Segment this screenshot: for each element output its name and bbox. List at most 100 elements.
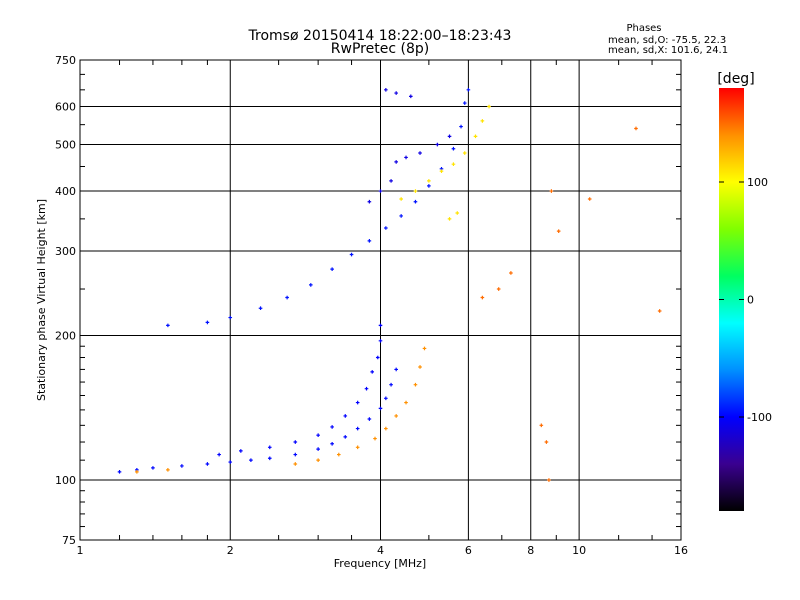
data-point: [330, 425, 334, 429]
data-point: [435, 142, 440, 147]
data-point: [367, 417, 372, 421]
data-point: [337, 452, 341, 457]
data-point: [549, 189, 554, 193]
data-point: [384, 426, 388, 431]
data-point: [394, 414, 398, 418]
data-point: [378, 339, 383, 343]
data-point: [384, 226, 388, 230]
data-point: [205, 320, 210, 325]
data-point: [418, 151, 422, 155]
data-point: [496, 287, 501, 291]
data-point: [422, 346, 427, 351]
data-point: [447, 217, 452, 221]
chart-subtitle: RwPretec (8p): [331, 41, 429, 57]
data-point: [378, 323, 383, 328]
data-point: [316, 433, 320, 437]
data-point: [228, 315, 233, 320]
colorbar-tick-label: 100: [747, 176, 768, 189]
data-point: [657, 309, 662, 313]
data-point: [217, 452, 221, 457]
data-point: [239, 449, 243, 453]
x-axis-label: Frequency [MHz]: [334, 557, 426, 570]
data-point: [413, 382, 418, 387]
data-point: [451, 162, 456, 166]
trace: [399, 104, 491, 221]
data-point: [399, 197, 403, 201]
y-tick-label: 100: [55, 474, 76, 487]
data-point: [249, 458, 253, 462]
data-points: [117, 88, 662, 482]
data-point: [394, 91, 398, 95]
data-point: [267, 445, 272, 450]
x-tick-label: 16: [674, 544, 688, 557]
data-point: [355, 445, 360, 450]
y-tick-label: 600: [55, 101, 76, 114]
trace: [117, 367, 398, 474]
data-point: [394, 160, 398, 164]
trace: [166, 88, 471, 328]
data-point: [285, 295, 289, 300]
data-point: [404, 155, 408, 160]
phase-stats-x: mean, sd,X: 101.6, 24.1: [608, 45, 728, 56]
data-point: [166, 323, 170, 328]
data-point: [330, 267, 334, 271]
data-point: [413, 189, 418, 193]
phase-stats-o: mean, sd,O: -75.5, 22.3: [608, 35, 726, 46]
data-point: [384, 88, 388, 92]
data-point: [378, 406, 383, 411]
y-tick-label: 750: [55, 54, 76, 67]
data-point: [413, 199, 418, 204]
data-point: [466, 88, 471, 92]
trace: [135, 346, 427, 474]
data-point: [308, 283, 313, 287]
data-point: [367, 199, 372, 204]
data-point: [544, 440, 549, 444]
data-point: [343, 414, 348, 418]
data-point: [228, 460, 233, 464]
data-point: [462, 101, 467, 105]
data-point: [480, 295, 485, 300]
data-point: [547, 478, 551, 482]
data-point: [455, 211, 460, 215]
x-tick-label: 1: [77, 544, 84, 557]
data-point: [389, 382, 393, 387]
data-point: [509, 271, 513, 275]
data-point: [427, 184, 431, 188]
x-tick-label: 4: [377, 544, 384, 557]
data-point: [151, 466, 155, 470]
data-point: [384, 396, 388, 401]
data-point: [316, 447, 320, 451]
data-point: [451, 146, 456, 151]
y-tick-label: 300: [55, 245, 76, 258]
data-point: [389, 179, 393, 183]
data-point: [487, 104, 491, 109]
data-point: [394, 367, 398, 372]
data-point: [473, 134, 478, 139]
plot-frame: [79, 59, 682, 541]
data-point: [293, 440, 298, 444]
data-point: [343, 435, 348, 439]
data-point: [556, 229, 561, 233]
trace: [480, 126, 662, 482]
data-point: [293, 452, 298, 457]
x-tick-label: 10: [572, 544, 586, 557]
data-point: [459, 124, 463, 129]
data-point: [462, 151, 467, 155]
phase-header: Phases: [626, 23, 661, 34]
data-point: [370, 370, 375, 374]
y-tick-label: 200: [55, 330, 76, 343]
data-point: [404, 400, 408, 405]
data-point: [258, 306, 263, 311]
chart-title: Tromsø 20150414 18:22:00–18:23:43: [248, 28, 512, 44]
trace: [217, 323, 383, 457]
x-tick-label: 8: [527, 544, 534, 557]
data-point: [367, 239, 372, 243]
data-point: [373, 436, 377, 441]
data-point: [408, 94, 413, 99]
data-point: [539, 423, 544, 428]
data-point: [205, 462, 210, 466]
x-tick-labels: 1 2 4 6 8 10 16: [77, 544, 689, 557]
data-point: [480, 119, 485, 123]
data-point: [355, 400, 360, 405]
